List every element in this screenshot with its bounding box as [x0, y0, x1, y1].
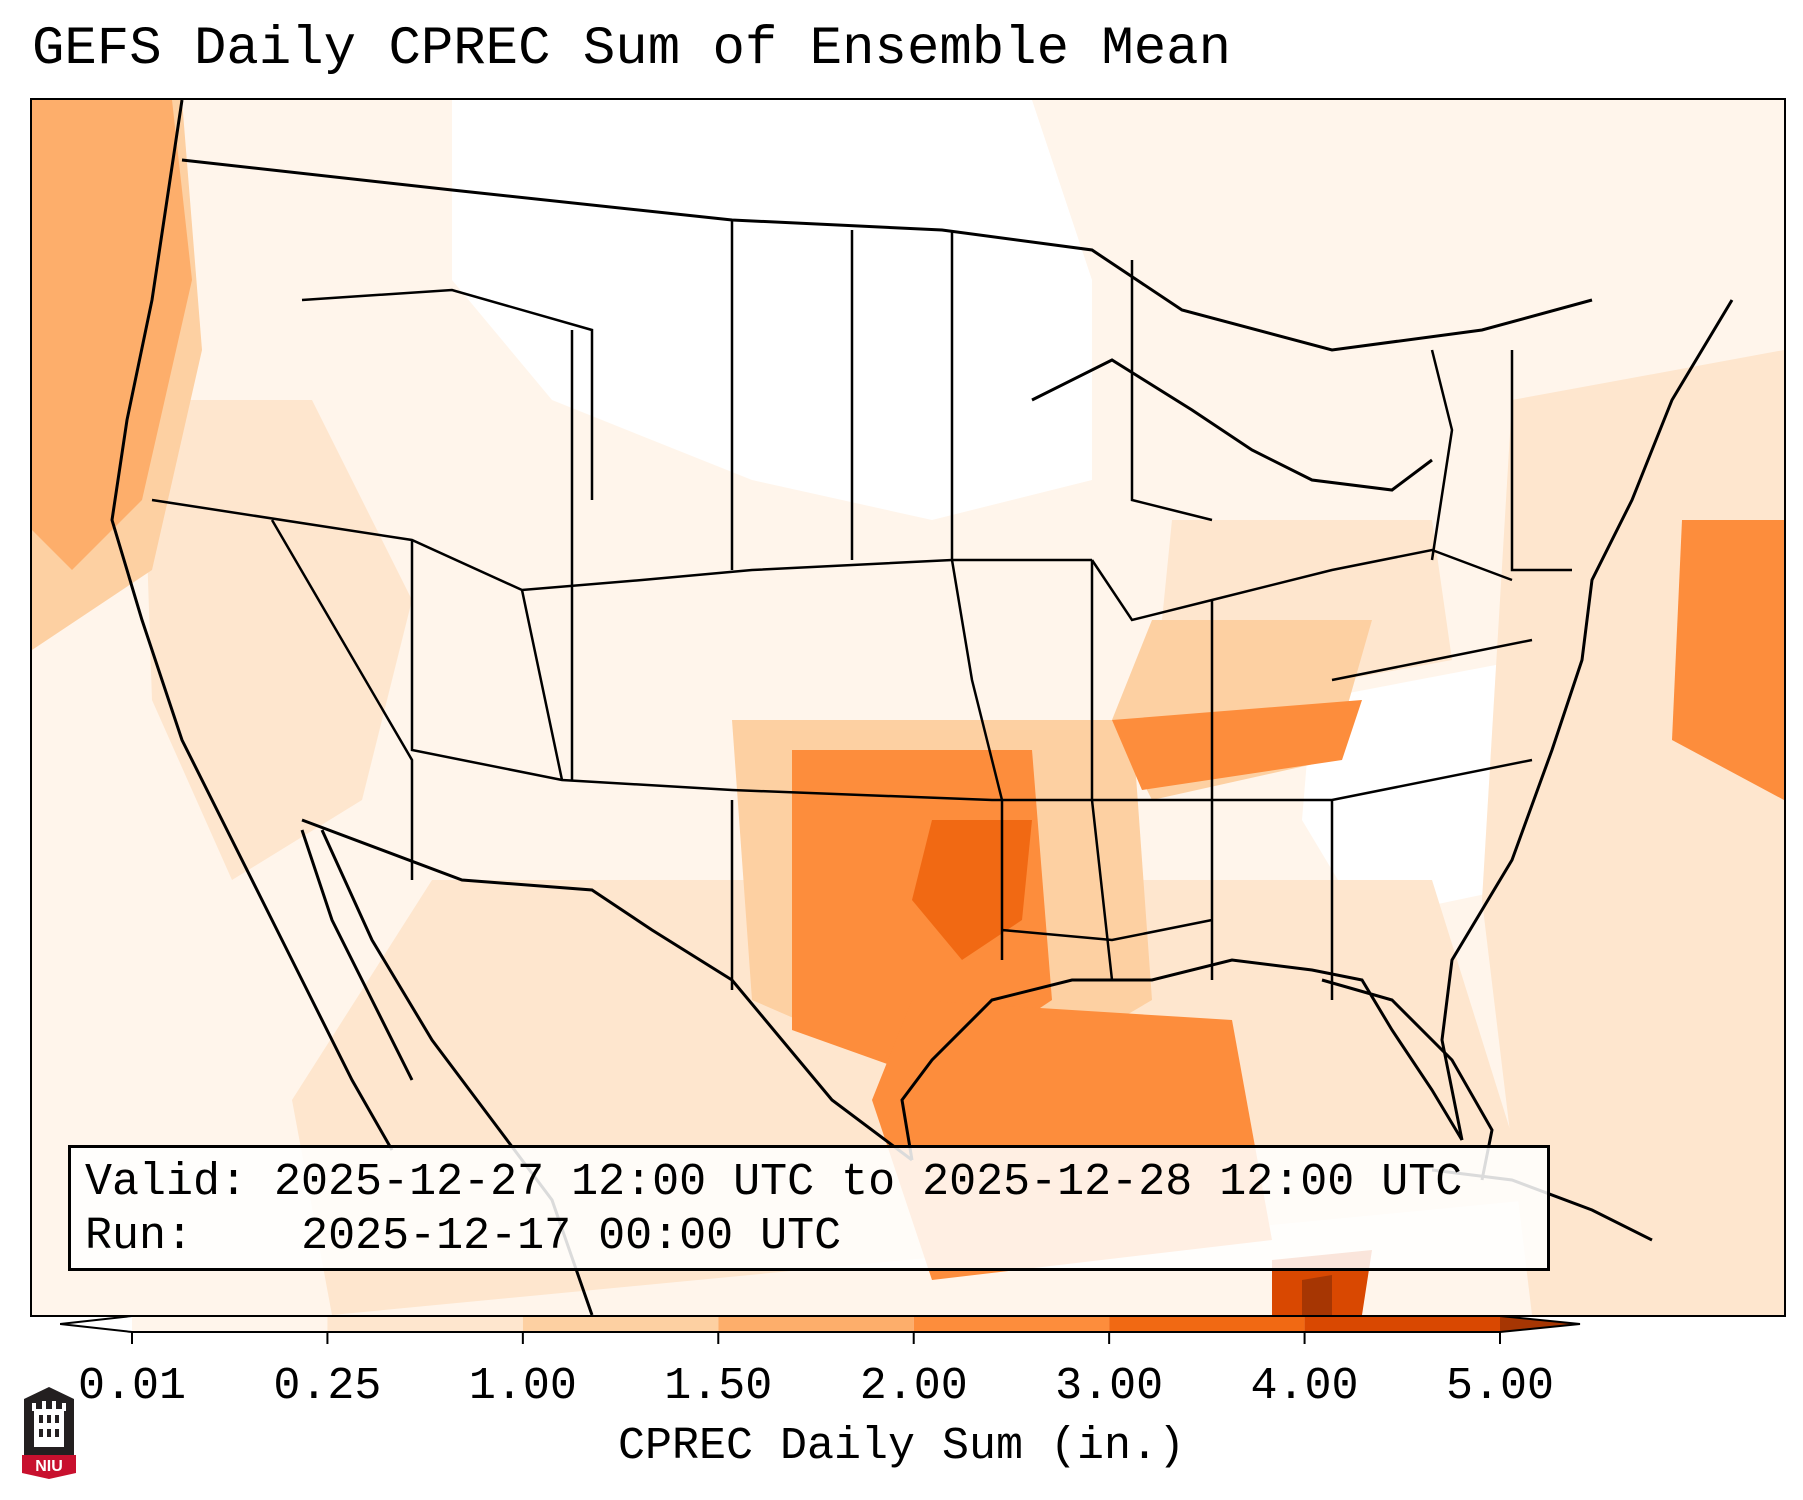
state-lines	[151, 220, 1572, 1000]
great-lakes	[1031, 358, 1433, 492]
colorbar-tick-label: 5.00	[1445, 1361, 1555, 1412]
colorbar-segments	[60, 1315, 1581, 1333]
colorbar-tick-label: 0.25	[273, 1361, 382, 1412]
colorbar-segment	[913, 1316, 1110, 1332]
west-coast-line	[110, 100, 394, 1151]
chart-title: GEFS Daily CPREC Sum of Ensemble Mean	[32, 19, 1231, 80]
valid-value: 2025-12-27 12:00 UTC to 2025-12-28 12:00…	[274, 1157, 1463, 1208]
baja-peninsula	[300, 829, 414, 1081]
precip-map	[32, 100, 1784, 1315]
colorbar-segment	[1304, 1316, 1500, 1332]
precip-region-strong-atlantic	[1672, 520, 1784, 800]
colorbar	[60, 1315, 1581, 1344]
colorbar-tick-label: 4.00	[1250, 1361, 1359, 1412]
info-box: Valid: 2025-12-27 12:00 UTC to 2025-12-2…	[68, 1145, 1550, 1271]
colorbar-segment	[522, 1316, 719, 1332]
valid-label: Valid:	[85, 1157, 248, 1208]
colorbar-segment	[1109, 1316, 1305, 1332]
east-coast-line	[1440, 299, 1734, 1141]
run-value: 2025-12-17 00:00 UTC	[301, 1211, 842, 1262]
precip-region-max-caribbean	[1302, 1275, 1332, 1315]
gulf-coast-line	[900, 958, 1464, 1161]
colorbar-segment	[327, 1316, 523, 1332]
us-canada-border	[181, 158, 1593, 352]
colorbar-label: CPREC Daily Sum (in.)	[617, 1421, 1186, 1472]
colorbar-ticks	[131, 1332, 1501, 1344]
colorbar-tick-label: 3.00	[1055, 1361, 1164, 1412]
colorbar-tick-label: 0.01	[77, 1361, 187, 1412]
colorbar-over-arrow	[1500, 1316, 1580, 1332]
niu-logo: NIU	[22, 1387, 76, 1479]
precip-region-strong-pacific	[32, 100, 192, 570]
map-frame: Valid: 2025-12-27 12:00 UTC to 2025-12-2…	[30, 98, 1786, 1317]
colorbar-segment	[718, 1316, 914, 1332]
logo-text: NIU	[35, 1458, 63, 1475]
logo-windows	[39, 1415, 59, 1437]
us-mexico-border	[301, 818, 913, 1162]
colorbar-tick-label: 1.50	[664, 1361, 773, 1412]
precip-region-light-west	[142, 400, 412, 880]
colorbar-segment	[132, 1316, 328, 1332]
precip-region-clear-north	[452, 100, 1092, 520]
logo-band	[22, 1455, 76, 1479]
colorbar-tick-label: 2.00	[859, 1361, 968, 1412]
colorbar-tick-label: 1.00	[468, 1361, 577, 1412]
colorbar-under-arrow	[60, 1316, 132, 1332]
run-label: Run:	[85, 1211, 194, 1262]
precip-region-strong-tennessee	[1112, 700, 1362, 790]
